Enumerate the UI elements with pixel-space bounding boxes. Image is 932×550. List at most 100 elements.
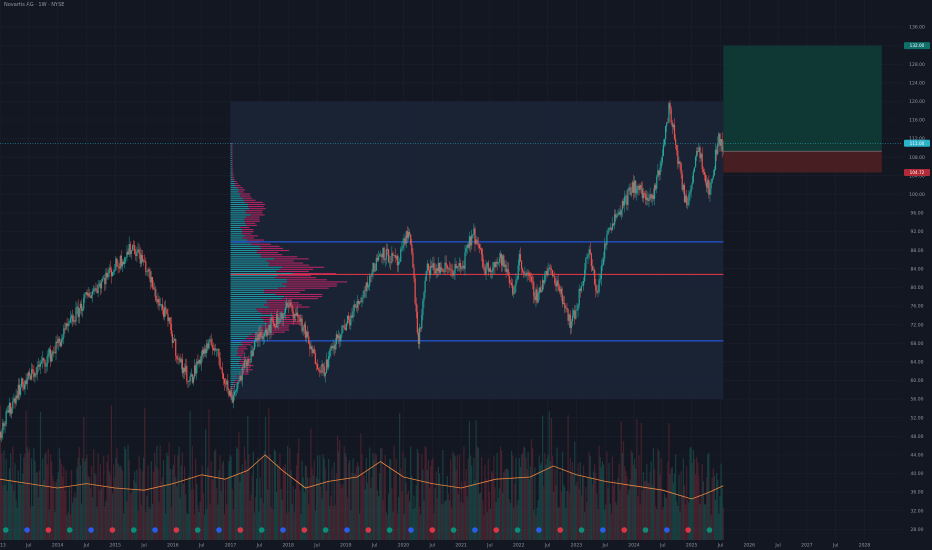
volume-bar (569, 457, 571, 540)
candle-body (397, 261, 400, 266)
profile-bar-down (245, 337, 261, 339)
candle-body (34, 373, 36, 377)
volume-bar (555, 484, 557, 540)
volume-bar (543, 486, 545, 540)
volume-bar (546, 458, 548, 540)
candle-body (174, 339, 176, 341)
volume-bar (50, 461, 53, 540)
candle-body (329, 350, 331, 356)
volume-bar (683, 484, 686, 540)
candle-body (280, 312, 282, 318)
volume-bar (537, 500, 539, 540)
profile-bar-down (260, 256, 298, 258)
price-tick-label: 120.00 (909, 99, 925, 105)
candle-body (400, 249, 402, 262)
profile-bar-down (231, 174, 234, 176)
candle-body (414, 278, 416, 304)
candle-body (407, 231, 410, 238)
volume-bar (374, 453, 376, 540)
candle-body (681, 174, 683, 190)
profile-bar-down (274, 258, 309, 260)
volume-bar (150, 461, 152, 540)
volume-bar (670, 468, 672, 540)
candle-body (457, 266, 459, 267)
event-marker (621, 527, 627, 533)
candle-body (307, 331, 309, 337)
volume-bar (510, 450, 513, 540)
candle-body (382, 247, 384, 258)
volume-bar (15, 500, 17, 540)
target-zone (723, 45, 882, 152)
candle-body (322, 363, 324, 367)
volume-bar (141, 471, 144, 540)
volume-bar (479, 492, 482, 540)
candle-body (131, 245, 134, 251)
volume-bar (371, 477, 373, 540)
candle-body (66, 323, 68, 327)
candle-body (320, 371, 322, 373)
volume-bar (586, 502, 588, 540)
profile-bar-down (240, 195, 251, 197)
candle-body (358, 301, 360, 304)
candle-body (708, 179, 710, 195)
candle-body (37, 364, 39, 367)
volume-bar (405, 482, 407, 540)
volume-bar (320, 486, 322, 540)
profile-bar-down (246, 224, 257, 226)
candle-body (287, 303, 289, 306)
profile-bar-up (230, 182, 235, 185)
volume-bar (474, 480, 476, 540)
candle-body (241, 367, 243, 381)
candle-body (445, 262, 447, 266)
volume-bar (448, 500, 451, 540)
candle-body (160, 304, 162, 305)
volume-bar (329, 506, 331, 540)
volume-bar (47, 448, 49, 540)
candle-body (11, 408, 13, 414)
volume-bar (234, 474, 237, 540)
candle-body (16, 395, 18, 399)
volume-bar (509, 502, 512, 540)
candle-body (257, 333, 259, 341)
volume-bar (367, 470, 370, 540)
volume-bar (332, 506, 334, 540)
candle-body (673, 124, 676, 139)
profile-bar-up (230, 333, 252, 335)
volume-bar (395, 459, 397, 540)
volume-bar (596, 493, 598, 540)
candle-body (128, 244, 130, 255)
candle-body (631, 182, 633, 193)
candle-body (600, 266, 602, 280)
candle-body (545, 271, 547, 275)
candle-body (459, 263, 462, 269)
profile-bar-up (230, 254, 261, 256)
event-marker (664, 527, 670, 533)
volume-bar (277, 464, 279, 540)
candle-body (216, 349, 218, 351)
candle-body (115, 258, 117, 271)
volume-bar (134, 471, 136, 540)
candle-body (215, 348, 217, 351)
profile-bar-up (230, 237, 243, 239)
volume-bar (95, 475, 97, 540)
volume-bar (414, 507, 416, 540)
candle-body (537, 293, 539, 303)
candle-body (97, 284, 99, 293)
volume-bar (622, 441, 625, 540)
profile-bar-up (230, 346, 239, 348)
candle-body (689, 192, 691, 195)
event-marker (152, 527, 158, 533)
volume-bar (145, 512, 147, 540)
candle-body (156, 300, 158, 303)
volume-bar (292, 486, 294, 540)
volume-bar (487, 458, 489, 540)
candle-body (359, 301, 361, 304)
profile-bar-up (230, 247, 261, 249)
candle-body (139, 253, 141, 264)
candle-body (109, 267, 111, 270)
volume-bar (436, 497, 438, 540)
volume-bar (29, 506, 32, 540)
profile-bar-up (230, 264, 269, 266)
volume-bar (558, 506, 560, 540)
